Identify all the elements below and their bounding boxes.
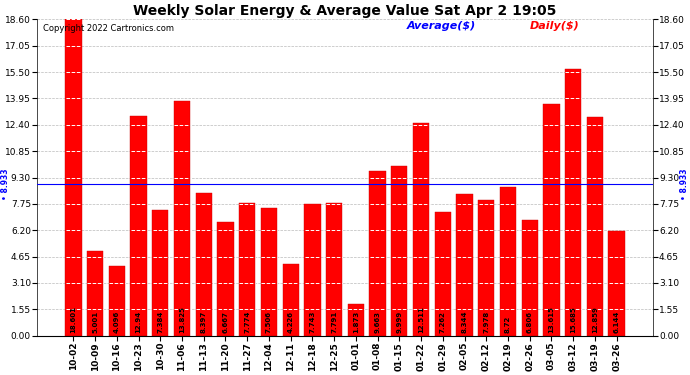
Text: Daily($): Daily($): [530, 21, 580, 31]
Bar: [565, 69, 582, 336]
Text: 6.806: 6.806: [526, 311, 533, 333]
Title: Weekly Solar Energy & Average Value Sat Apr 2 19:05: Weekly Solar Energy & Average Value Sat …: [133, 4, 557, 18]
Text: 9.999: 9.999: [396, 311, 402, 333]
Bar: [261, 208, 277, 336]
Bar: [456, 194, 473, 336]
Text: • 8.933: • 8.933: [680, 168, 689, 200]
Text: 7.743: 7.743: [309, 311, 315, 333]
Bar: [348, 304, 364, 336]
Text: 6.667: 6.667: [222, 311, 228, 333]
Text: 1.873: 1.873: [353, 311, 359, 333]
Text: 6.144: 6.144: [613, 311, 620, 333]
Bar: [326, 203, 342, 336]
Bar: [543, 104, 560, 336]
Bar: [391, 166, 408, 336]
Text: 12.94: 12.94: [135, 311, 141, 333]
Bar: [239, 204, 255, 336]
Text: 12.511: 12.511: [418, 306, 424, 333]
Bar: [500, 188, 516, 336]
Bar: [478, 200, 495, 336]
Text: 7.384: 7.384: [157, 311, 164, 333]
Bar: [174, 100, 190, 336]
Text: 4.226: 4.226: [288, 311, 294, 333]
Bar: [435, 212, 451, 336]
Text: 8.397: 8.397: [201, 311, 207, 333]
Bar: [108, 266, 125, 336]
Bar: [217, 222, 234, 336]
Bar: [87, 251, 104, 336]
Text: 7.506: 7.506: [266, 311, 272, 333]
Bar: [282, 264, 299, 336]
Bar: [586, 117, 603, 336]
Bar: [369, 171, 386, 336]
Text: 13.615: 13.615: [549, 306, 555, 333]
Bar: [304, 204, 321, 336]
Bar: [609, 231, 624, 336]
Text: 15.685: 15.685: [570, 306, 576, 333]
Text: Copyright 2022 Cartronics.com: Copyright 2022 Cartronics.com: [43, 24, 175, 33]
Text: 9.663: 9.663: [375, 311, 381, 333]
Text: 8.72: 8.72: [505, 316, 511, 333]
Bar: [66, 20, 81, 336]
Text: 18.601: 18.601: [70, 306, 77, 333]
Text: 5.001: 5.001: [92, 311, 98, 333]
Bar: [522, 220, 538, 336]
Text: 7.774: 7.774: [244, 311, 250, 333]
Text: 7.791: 7.791: [331, 311, 337, 333]
Text: Average($): Average($): [406, 21, 476, 31]
Text: 12.859: 12.859: [592, 306, 598, 333]
Text: 7.262: 7.262: [440, 311, 446, 333]
Text: • 8.933: • 8.933: [1, 168, 10, 200]
Bar: [152, 210, 168, 336]
Text: 7.978: 7.978: [483, 311, 489, 333]
Text: 13.825: 13.825: [179, 306, 185, 333]
Bar: [195, 193, 212, 336]
Bar: [130, 116, 147, 336]
Bar: [413, 123, 429, 336]
Text: 4.096: 4.096: [114, 311, 120, 333]
Text: 8.344: 8.344: [462, 310, 468, 333]
